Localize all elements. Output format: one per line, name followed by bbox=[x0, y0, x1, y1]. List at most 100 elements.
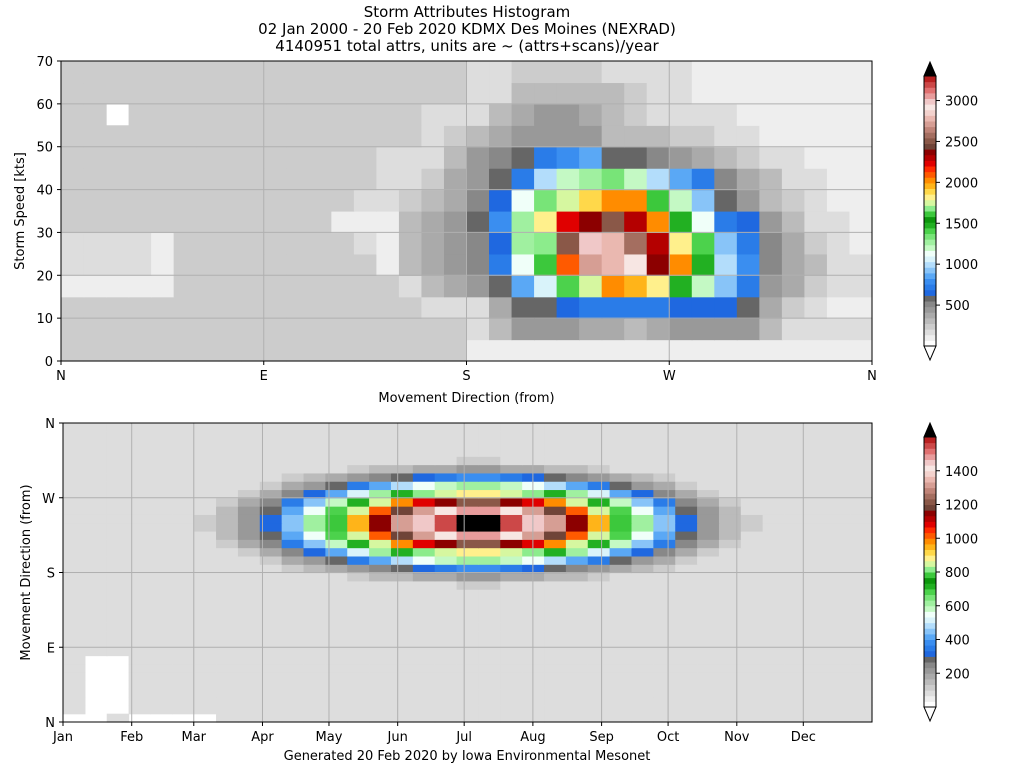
heatmap-cell bbox=[106, 522, 130, 532]
heatmap-cell bbox=[218, 168, 242, 191]
heatmap-cell bbox=[237, 506, 261, 515]
colorbar-segment bbox=[924, 510, 936, 517]
heatmap-cell bbox=[434, 655, 458, 665]
heatmap-cell bbox=[347, 481, 370, 491]
heatmap-cell bbox=[697, 705, 720, 715]
heatmap-cell bbox=[850, 472, 873, 482]
heatmap-cell bbox=[646, 61, 670, 84]
heatmap-cell bbox=[691, 189, 715, 212]
heatmap-cell bbox=[84, 447, 108, 457]
heatmap-cell bbox=[150, 622, 173, 632]
heatmap-cell bbox=[128, 275, 152, 298]
heatmap-cell bbox=[194, 456, 217, 466]
heatmap-cell bbox=[325, 614, 348, 623]
heatmap-cell bbox=[534, 189, 558, 212]
heatmap-cell bbox=[697, 622, 720, 632]
heatmap-cell bbox=[565, 680, 589, 690]
heatmap-cell bbox=[500, 638, 523, 648]
heatmap-cell bbox=[478, 630, 501, 640]
colorbar-segment bbox=[924, 690, 936, 697]
heatmap-cell bbox=[850, 597, 873, 607]
heatmap-cell bbox=[804, 318, 828, 341]
heatmap-cell bbox=[150, 447, 173, 457]
heatmap-cell bbox=[216, 497, 239, 507]
heatmap-cell bbox=[609, 464, 633, 474]
heatmap-cell bbox=[624, 253, 648, 276]
heatmap-cell bbox=[83, 168, 107, 191]
heatmap-cell bbox=[806, 572, 829, 582]
heatmap-cell bbox=[804, 232, 828, 255]
heatmap-cell bbox=[412, 472, 436, 482]
heatmap-cell bbox=[412, 597, 436, 607]
heatmap-cell bbox=[421, 146, 445, 169]
colorbar-tick-label: 800 bbox=[945, 566, 970, 581]
heatmap-cell bbox=[736, 232, 760, 255]
heatmap-cell bbox=[806, 555, 829, 565]
heatmap-cell bbox=[218, 232, 242, 255]
heatmap-cell bbox=[150, 464, 173, 474]
heatmap-cell bbox=[601, 339, 625, 362]
heatmap-cell bbox=[259, 489, 283, 499]
heatmap-cell bbox=[172, 589, 195, 599]
heatmap-cell bbox=[325, 705, 348, 715]
heatmap-cell bbox=[194, 572, 217, 582]
heatmap-cell bbox=[522, 481, 545, 491]
colorbar-segment bbox=[924, 137, 936, 145]
colorbar-segment bbox=[924, 645, 936, 652]
heatmap-cell bbox=[281, 680, 305, 690]
heatmap-cell bbox=[128, 663, 152, 673]
heatmap-cell bbox=[286, 168, 310, 191]
colorbar-segment bbox=[924, 577, 936, 584]
heatmap-cell bbox=[544, 423, 567, 432]
heatmap-cell bbox=[376, 82, 400, 105]
heatmap-cell bbox=[263, 232, 287, 255]
heatmap-cell bbox=[263, 296, 287, 319]
heatmap-cell bbox=[697, 630, 720, 640]
heatmap-cell bbox=[63, 589, 86, 599]
heatmap-cell bbox=[106, 61, 130, 84]
heatmap-cell bbox=[850, 514, 873, 524]
heatmap-cell bbox=[609, 597, 633, 607]
heatmap-cell bbox=[443, 168, 468, 191]
heatmap-cell bbox=[151, 189, 175, 212]
heatmap-cell bbox=[347, 672, 370, 682]
heatmap-cell bbox=[263, 61, 287, 84]
heatmap-cell bbox=[740, 622, 764, 632]
heatmap-cell bbox=[675, 522, 698, 532]
heatmap-cell bbox=[609, 655, 633, 665]
heatmap-cell bbox=[646, 339, 670, 362]
colorbar-segment bbox=[924, 572, 936, 579]
heatmap-cell bbox=[609, 572, 633, 582]
heatmap-cell bbox=[653, 605, 676, 615]
heatmap-cell bbox=[828, 580, 851, 590]
heatmap-cell bbox=[500, 539, 523, 549]
heatmap-cell bbox=[456, 688, 480, 698]
heatmap-cell bbox=[478, 655, 501, 665]
heatmap-cell bbox=[412, 447, 436, 457]
heatmap-cell bbox=[434, 580, 458, 590]
heatmap-cell bbox=[303, 697, 326, 706]
heatmap-cell bbox=[522, 447, 545, 457]
heatmap-cell bbox=[579, 146, 603, 169]
heatmap-cell bbox=[331, 146, 355, 169]
heatmap-cell bbox=[556, 189, 580, 212]
colorbar-segment bbox=[924, 160, 936, 167]
heatmap-cell bbox=[646, 318, 670, 341]
heatmap-cell bbox=[609, 555, 633, 565]
heatmap-cell bbox=[804, 103, 828, 126]
heatmap-cell bbox=[784, 647, 807, 657]
heatmap-cell bbox=[286, 339, 310, 362]
heatmap-cell bbox=[631, 530, 654, 540]
heatmap-cell bbox=[347, 555, 370, 565]
heatmap-cell bbox=[534, 296, 558, 319]
heatmap-cell bbox=[675, 580, 698, 590]
heatmap-cell bbox=[759, 125, 783, 148]
heatmap-cell bbox=[736, 318, 760, 341]
heatmap-cell bbox=[347, 663, 370, 673]
heatmap-cell bbox=[196, 318, 220, 341]
heatmap-cell bbox=[587, 622, 611, 632]
heatmap-cell bbox=[128, 539, 152, 549]
heatmap-cell bbox=[675, 481, 698, 491]
heatmap-cell bbox=[522, 713, 545, 723]
heatmap-cell bbox=[850, 564, 873, 574]
